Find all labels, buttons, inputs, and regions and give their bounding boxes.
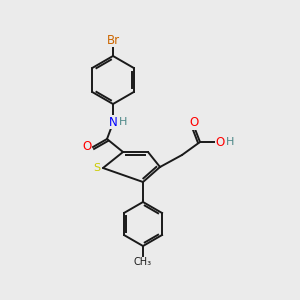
Text: H: H [119, 117, 127, 127]
Text: O: O [82, 140, 91, 154]
Text: O: O [215, 136, 225, 148]
Text: Br: Br [106, 34, 120, 46]
Text: H: H [226, 137, 234, 147]
Text: O: O [189, 116, 199, 130]
Text: CH₃: CH₃ [134, 257, 152, 267]
Text: N: N [109, 116, 117, 128]
Text: S: S [93, 163, 100, 173]
